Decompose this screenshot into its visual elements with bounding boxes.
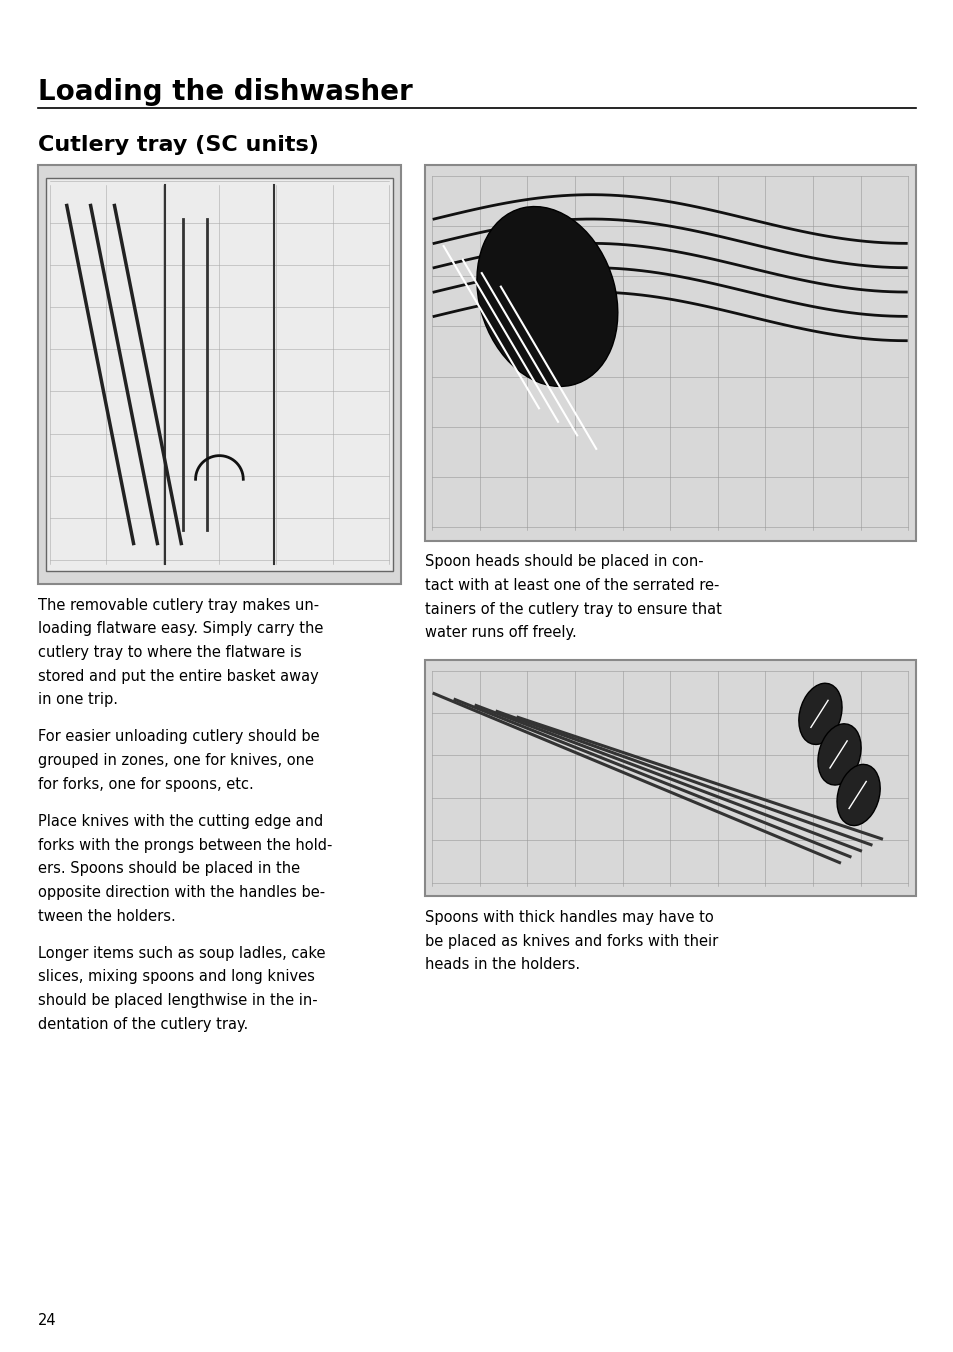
Text: tact with at least one of the serrated re-: tact with at least one of the serrated r… (424, 579, 719, 594)
Text: ers. Spoons should be placed in the: ers. Spoons should be placed in the (38, 861, 300, 876)
Ellipse shape (476, 207, 618, 387)
Text: Longer items such as soup ladles, cake: Longer items such as soup ladles, cake (38, 946, 325, 961)
Text: cutlery tray to where the flatware is: cutlery tray to where the flatware is (38, 645, 301, 660)
Ellipse shape (817, 723, 861, 786)
Text: For easier unloading cutlery should be: For easier unloading cutlery should be (38, 729, 319, 745)
Text: grouped in zones, one for knives, one: grouped in zones, one for knives, one (38, 753, 314, 768)
Text: water runs off freely.: water runs off freely. (424, 625, 576, 641)
Text: forks with the prongs between the hold-: forks with the prongs between the hold- (38, 837, 333, 853)
Bar (46, 178, 393, 571)
Text: stored and put the entire basket away: stored and put the entire basket away (38, 668, 318, 684)
Text: for forks, one for spoons, etc.: for forks, one for spoons, etc. (38, 776, 253, 792)
Text: dentation of the cutlery tray.: dentation of the cutlery tray. (38, 1017, 248, 1032)
Text: 24: 24 (38, 1313, 57, 1328)
Text: in one trip.: in one trip. (38, 692, 118, 707)
Ellipse shape (836, 764, 880, 826)
Bar (424, 165, 915, 541)
Text: The removable cutlery tray makes un-: The removable cutlery tray makes un- (38, 598, 319, 612)
Text: heads in the holders.: heads in the holders. (424, 957, 579, 972)
Text: tainers of the cutlery tray to ensure that: tainers of the cutlery tray to ensure th… (424, 602, 720, 617)
Ellipse shape (798, 683, 841, 745)
Bar (424, 660, 915, 896)
Text: be placed as knives and forks with their: be placed as knives and forks with their (424, 933, 717, 949)
Text: loading flatware easy. Simply carry the: loading flatware easy. Simply carry the (38, 621, 323, 637)
Text: Cutlery tray (SC units): Cutlery tray (SC units) (38, 135, 318, 155)
Text: opposite direction with the handles be-: opposite direction with the handles be- (38, 884, 325, 900)
Text: slices, mixing spoons and long knives: slices, mixing spoons and long knives (38, 969, 314, 984)
Text: should be placed lengthwise in the in-: should be placed lengthwise in the in- (38, 992, 317, 1009)
Text: tween the holders.: tween the holders. (38, 909, 175, 923)
Text: Place knives with the cutting edge and: Place knives with the cutting edge and (38, 814, 323, 829)
Text: Spoons with thick handles may have to: Spoons with thick handles may have to (424, 910, 713, 925)
Bar (38, 165, 400, 584)
Text: Spoon heads should be placed in con-: Spoon heads should be placed in con- (424, 554, 702, 569)
Text: Loading the dishwasher: Loading the dishwasher (38, 78, 413, 107)
